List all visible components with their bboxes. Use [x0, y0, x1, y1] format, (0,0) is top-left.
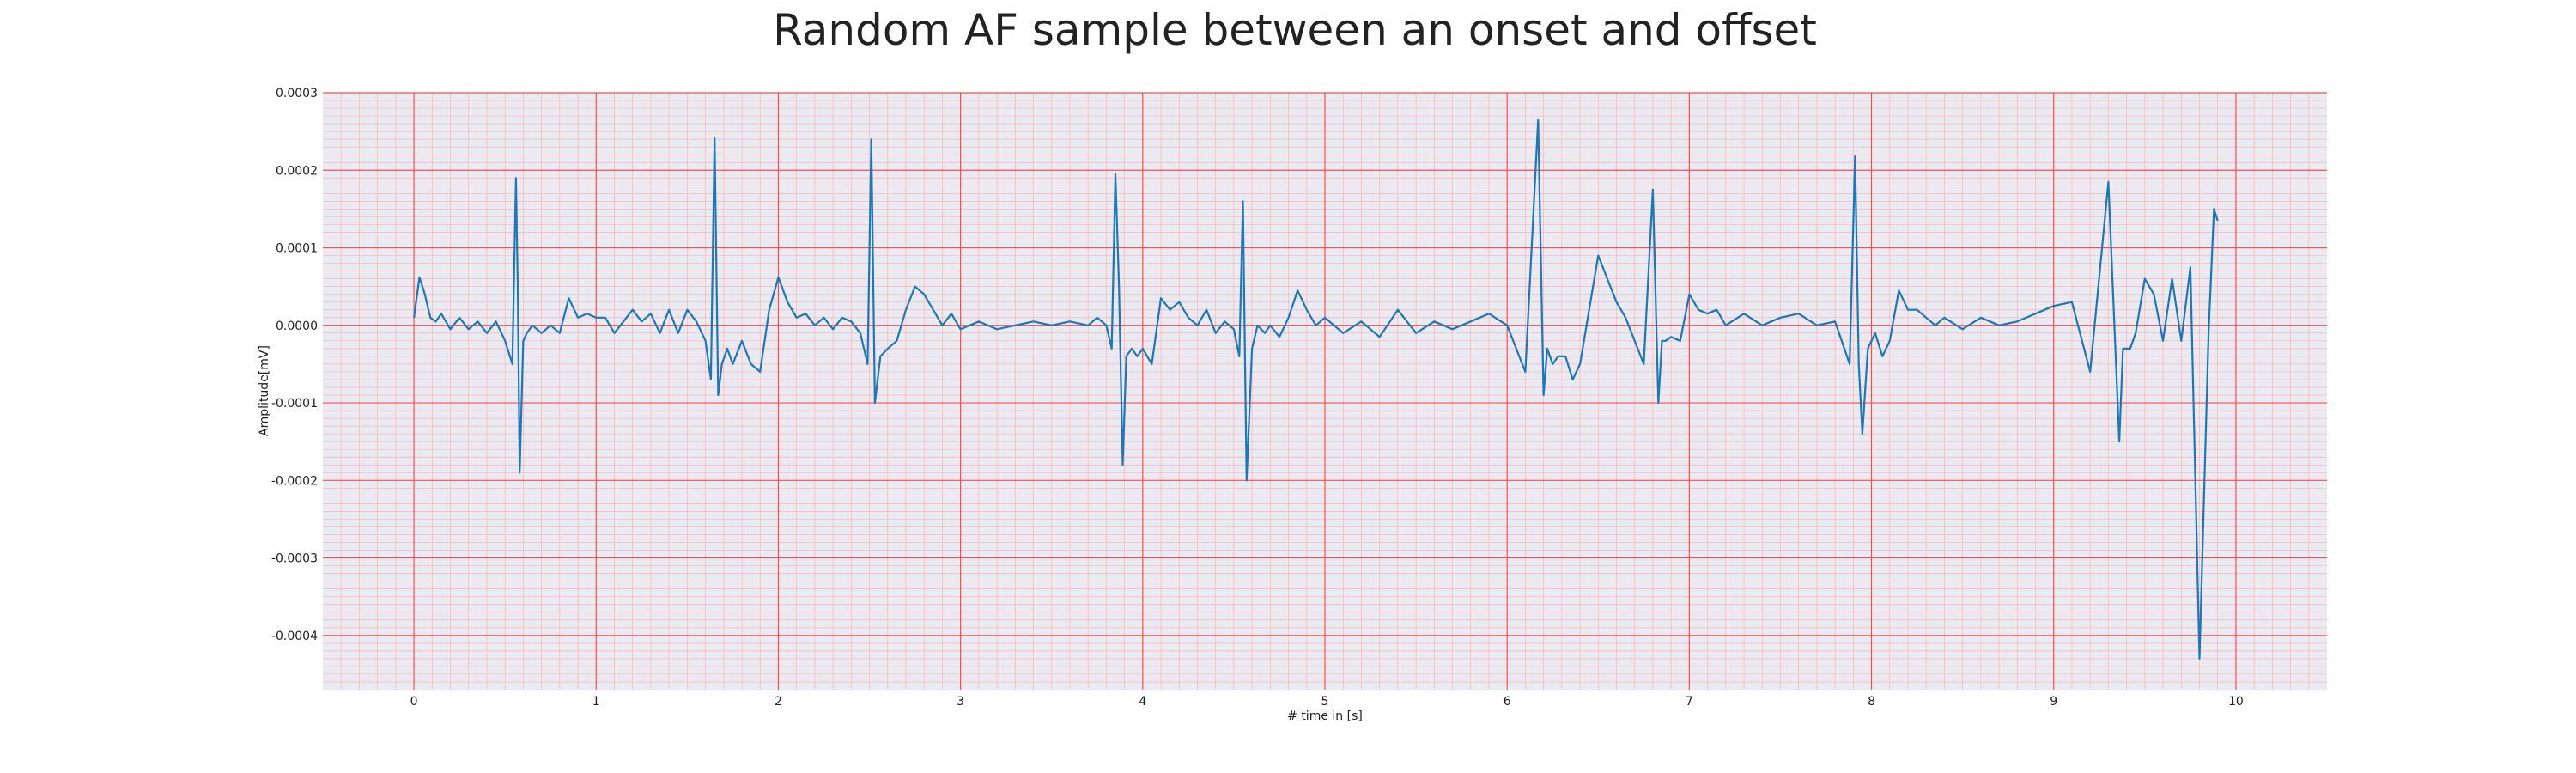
y-tick-label: 0.0002	[276, 164, 318, 178]
y-tick-label: 0.0003	[276, 87, 318, 100]
x-tick-label: 5	[1321, 695, 1329, 709]
x-tick-label: 10	[2228, 695, 2244, 709]
x-axis-label: # time in [s]	[1287, 709, 1363, 723]
y-tick-label: -0.0001	[271, 397, 318, 411]
x-tick-label: 2	[775, 695, 782, 709]
series-line-ecg	[413, 119, 2219, 660]
x-tick-label: 3	[957, 695, 964, 709]
x-tick-labels: 0 1 2 3 4 5 6 7 8 9 10	[410, 695, 2244, 709]
x-tick-label: 1	[592, 695, 600, 709]
series-layer	[413, 119, 2219, 660]
x-tick-label: 7	[1686, 695, 1693, 709]
major-grid	[323, 92, 2327, 690]
x-tick-label: 9	[2050, 695, 2057, 709]
y-tick-label: -0.0002	[271, 474, 318, 488]
chart-title: Random AF sample between an onset and of…	[773, 5, 1817, 55]
y-tick-label: 0.0000	[276, 320, 318, 333]
x-tick-label: 4	[1139, 695, 1146, 709]
y-tick-labels: 0.0003 0.0002 0.0001 0.0000 -0.0001 -0.0002 -0…	[271, 87, 318, 643]
y-axis-label: Amplitude[mV]	[258, 345, 271, 436]
x-tick-label: 6	[1504, 695, 1511, 709]
y-tick-label: 0.0001	[276, 242, 318, 256]
x-tick-label: 8	[1868, 695, 1875, 709]
y-tick-label: -0.0004	[271, 630, 318, 643]
y-tick-label: -0.0003	[271, 552, 318, 566]
x-tick-label: 0	[410, 695, 418, 709]
